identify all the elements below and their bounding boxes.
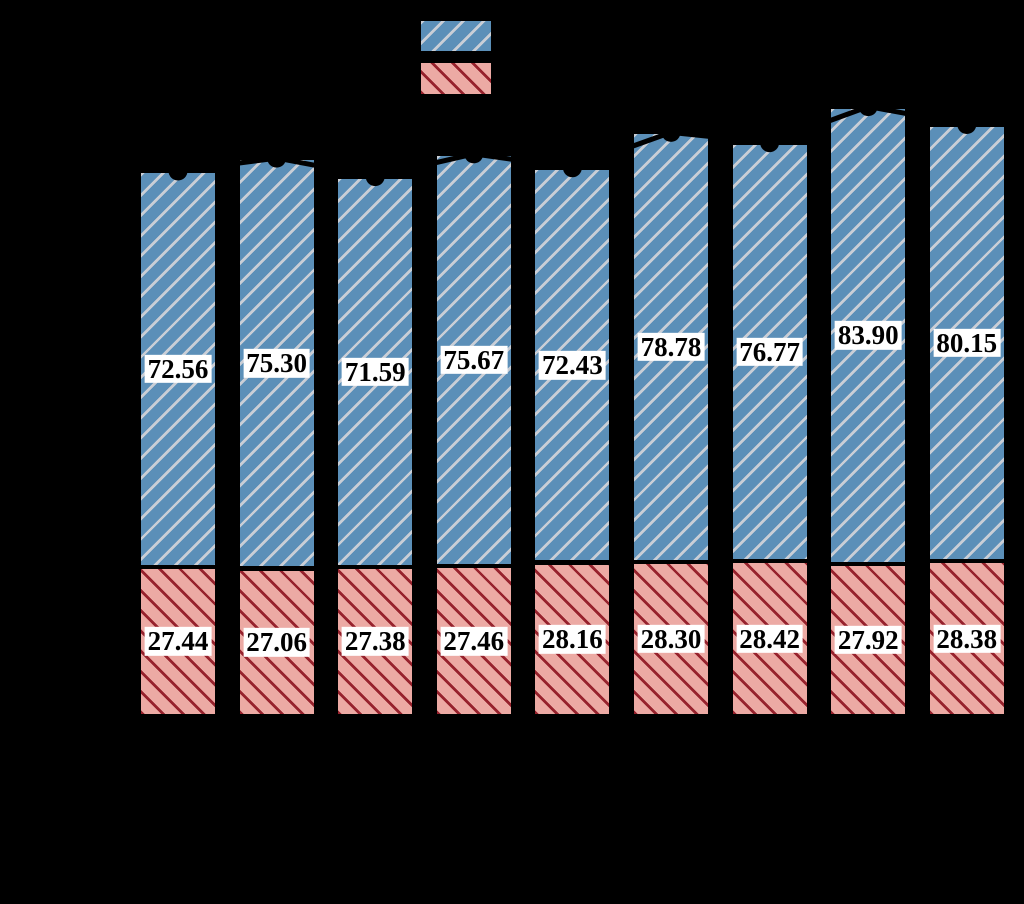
value-label-blue: 72.56	[144, 354, 212, 383]
legend-swatch-red	[419, 61, 493, 96]
value-label-blue: 72.43	[539, 351, 606, 379]
value-label-red: 27.92	[834, 625, 902, 654]
total-marker	[858, 97, 878, 117]
value-label-blue: 75.67	[440, 346, 508, 374]
value-label-red: 28.38	[933, 624, 1001, 653]
chart-legend	[0, 0, 1024, 110]
total-marker	[464, 144, 484, 164]
value-label-blue: 78.78	[637, 333, 705, 361]
total-marker	[957, 115, 977, 134]
value-label-blue: 76.77	[736, 337, 803, 366]
value-label-red: 28.16	[539, 625, 606, 653]
value-label-blue: 71.59	[341, 357, 409, 386]
value-label-red: 27.06	[243, 628, 310, 656]
total-marker	[365, 167, 385, 187]
legend-item	[419, 19, 503, 53]
total-marker	[661, 122, 681, 142]
legend-item	[419, 61, 503, 96]
value-label-red: 28.42	[736, 624, 803, 653]
value-label-red: 27.46	[440, 627, 508, 655]
total-marker	[760, 133, 780, 153]
value-label-blue: 80.15	[933, 328, 1001, 357]
total-marker	[267, 148, 287, 168]
value-label-red: 27.38	[341, 627, 409, 656]
value-label-red: 28.30	[637, 624, 705, 653]
legend-swatch-blue	[419, 19, 493, 53]
total-marker	[562, 158, 582, 178]
value-label-red: 27.44	[144, 627, 212, 655]
value-label-blue: 83.90	[834, 321, 902, 349]
total-marker	[168, 161, 188, 181]
value-label-blue: 75.30	[243, 349, 310, 377]
